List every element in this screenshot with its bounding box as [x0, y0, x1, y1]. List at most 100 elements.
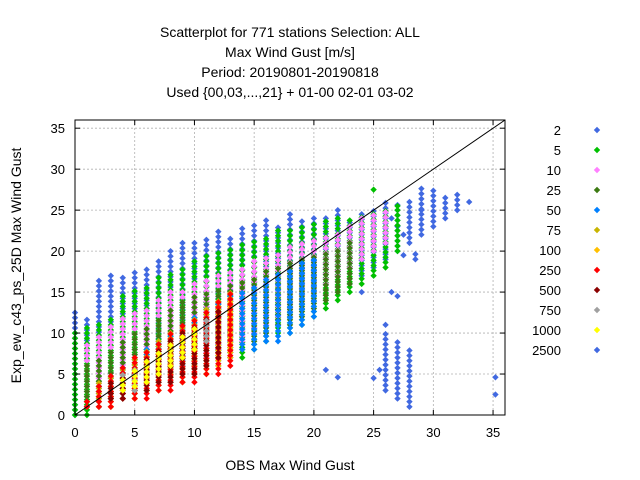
data-point-series-1000: [143, 373, 150, 381]
data-point-series-5: [274, 237, 282, 245]
data-point-series-250: [227, 321, 234, 329]
data-point-series-5: [239, 241, 246, 249]
data-point-series-50: [239, 289, 246, 297]
data-point-series-25: [203, 301, 210, 308]
data-point-series-10: [358, 240, 365, 248]
data-point-series-10: [274, 257, 282, 264]
data-point-series-10: [191, 280, 198, 288]
data-point-series-500: [155, 379, 162, 386]
data-point-series-25: [322, 271, 330, 278]
data-point-series-250: [95, 388, 103, 395]
data-point-series-2: [95, 298, 103, 305]
data-point-series-50: [262, 338, 270, 345]
data-point-series-10: [239, 271, 246, 278]
legend-marker: [593, 206, 601, 214]
data-point-series-25: [179, 304, 186, 311]
data-point-series-5: [167, 276, 174, 284]
data-point-series-2: [430, 187, 437, 194]
data-point-series-25: [334, 288, 341, 296]
data-point-series-250: [227, 290, 234, 298]
data-point-series-5: [155, 289, 162, 297]
plot-frame: [74, 119, 506, 416]
data-point-series-500: [215, 354, 222, 361]
data-point-series-50: [250, 315, 258, 322]
data-point-series-25: [346, 255, 353, 262]
data-point-series-500: [191, 350, 198, 357]
data-point-series-2: [394, 344, 401, 351]
data-point-series-2: [239, 230, 246, 237]
data-point-series-25: [274, 265, 282, 272]
data-point-series-2: [430, 223, 437, 230]
data-point-series-5: [167, 271, 174, 278]
data-point-series-10: [334, 241, 341, 249]
data-point-series-5: [179, 271, 186, 278]
data-point-series-500: [191, 365, 198, 373]
data-point-series-25: [262, 268, 270, 275]
data-point-series-50: [310, 257, 318, 264]
data-point-series-25: [346, 270, 353, 277]
data-point-series-250: [227, 311, 234, 318]
data-point-series-750: [203, 338, 210, 345]
data-point-series-1000: [119, 387, 126, 394]
data-point-series-50: [262, 327, 270, 335]
data-point-series-50: [298, 260, 306, 267]
data-point-series-5: [239, 354, 246, 361]
data-point-series-2: [412, 256, 419, 263]
data-point-series-2: [310, 215, 318, 222]
data-point-series-2: [179, 244, 186, 252]
data-point-series-50: [298, 321, 306, 329]
data-point-series-2: [418, 231, 425, 238]
data-point-series-500: [203, 357, 210, 364]
data-point-series-5: [274, 247, 282, 255]
data-point-series-2: [394, 292, 401, 300]
data-point-series-2: [430, 202, 437, 210]
data-point-series-10: [370, 227, 377, 234]
data-point-series-5: [227, 262, 234, 269]
data-point-series-2: [418, 195, 425, 203]
data-point-series-2: [239, 225, 246, 232]
data-point-series-250: [131, 395, 138, 402]
data-point-series-50: [262, 312, 270, 319]
data-point-series-25: [215, 287, 222, 295]
data-point-series-2: [95, 277, 103, 285]
data-point-series-2: [382, 330, 389, 338]
data-point-series-25: [346, 244, 353, 252]
data-point-series-50: [250, 310, 258, 317]
data-point-series-50: [286, 268, 294, 275]
data-point-series-2: [131, 274, 138, 281]
data-point-series-5: [382, 248, 389, 256]
data-point-series-2: [418, 216, 425, 223]
data-point-series-10: [370, 247, 377, 255]
data-point-series-10: [83, 357, 91, 364]
data-point-series-50: [262, 276, 270, 284]
data-point-series-1000: [155, 360, 162, 367]
data-point-series-2: [418, 226, 425, 233]
legend-marker: [593, 146, 601, 154]
data-point-series-2: [262, 222, 270, 229]
chart-title: Scatterplot for 771 stations Selection: …: [160, 24, 420, 100]
data-point-series-2: [95, 303, 103, 310]
data-point-series-2: [155, 258, 162, 265]
data-point-series-2: [454, 191, 461, 198]
data-point-series-2: [191, 244, 198, 252]
data-point-series-5: [203, 253, 210, 260]
data-point-series-250: [131, 354, 138, 361]
data-point-series-50: [310, 277, 318, 285]
data-point-series-500: [179, 370, 186, 378]
data-point-series-500: [215, 318, 222, 325]
data-point-series-5: [179, 276, 186, 284]
data-point-series-1000: [131, 372, 138, 380]
legend-marker: [593, 286, 601, 294]
data-point-series-2: [119, 279, 126, 287]
data-point-series-10: [358, 220, 365, 227]
data-point-series-10: [179, 288, 186, 296]
data-point-series-25: [346, 249, 353, 257]
data-point-series-2: [107, 282, 115, 290]
data-point-series-25: [179, 299, 186, 306]
data-point-series-2: [382, 366, 389, 374]
data-point-series-25: [322, 291, 330, 299]
data-point-series-10: [370, 222, 377, 229]
data-point-series-750: [203, 327, 210, 335]
data-point-series-25: [191, 299, 198, 306]
